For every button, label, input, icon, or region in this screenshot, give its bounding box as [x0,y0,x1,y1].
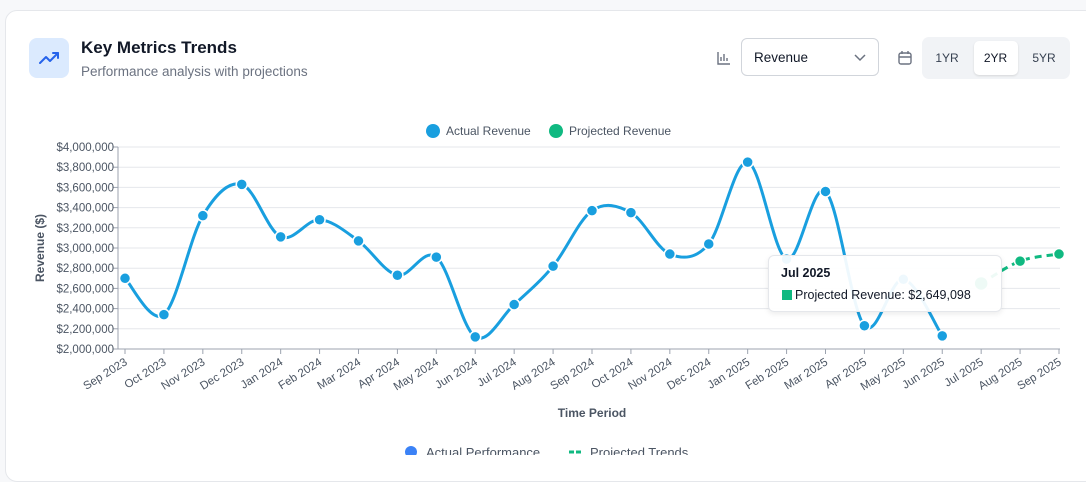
y-tick-label: $2,000,000 [56,344,114,356]
data-point [858,319,871,333]
y-tick-label: $3,000,000 [56,243,114,255]
x-tick-label: Jun 2024 [433,356,480,392]
y-tick-label: $3,600,000 [56,182,114,194]
data-point [624,206,638,219]
chevron [854,54,866,62]
metric-select[interactable]: Revenue [741,38,879,76]
title: Key Metrics Trends [81,38,237,57]
data-point [196,209,210,222]
y-tick-label: $3,200,000 [56,223,114,235]
metric-value: Revenue [754,50,809,65]
page: Key Metrics Trends Performance analysis … [5,10,1086,482]
data-point [819,185,832,198]
trend-icon [39,52,59,64]
data-point [235,178,248,191]
data-point [936,329,949,343]
legend-label: Projected Revenue [569,124,671,138]
calendar-icon [898,51,912,65]
metric-icon [717,52,730,65]
tooltip-text: Projected Revenue: $2,649,098 [795,288,971,302]
footer-label: Projected Trends [590,445,689,455]
subtitle: Performance analysis with projections [81,64,308,79]
data-point [663,247,677,261]
data-point [1052,247,1066,261]
y-axis-title: Revenue ($) [33,214,47,282]
data-point [391,269,404,282]
card [5,10,1086,482]
x-tick-label: Sep 2024 [548,356,597,393]
x-tick-label: Jun 2025 [900,356,946,391]
x-axis-title: Time Period [558,406,626,420]
x-tick-label: Dec 2023 [198,356,246,392]
data-point [352,234,365,248]
y-tick-label: $2,600,000 [56,283,114,295]
data-point [507,298,521,311]
y-tick-label: $2,400,000 [56,304,114,316]
tooltip-title: Jul 2025 [781,266,831,280]
range-group: 1YR 2YR 5YR [922,37,1070,79]
data-point [430,250,443,264]
tooltip: Jul 2025 Projected Revenue: $2,649,098 [768,255,1002,312]
legend-label: Actual Revenue [446,124,531,138]
footer-label: Actual Performance [426,445,540,455]
series-line [980,252,1060,285]
x-tick-label: Sep 2023 [81,356,129,392]
x-tick-label: Mar 2025 [783,356,831,392]
footer-marker [405,446,417,455]
x-tick-label: Dec 2024 [665,356,714,393]
data-point [585,204,599,217]
y-tick-label: $4,000,000 [56,142,114,154]
y-tick-label: $2,200,000 [56,324,114,336]
data-point [702,237,715,251]
header-icon [29,38,69,78]
data-point [118,272,132,285]
tooltip-swatch [782,290,792,300]
chart: $2,000,000 $2,200,000 $2,400,000 $2,600,000… [33,124,1066,455]
data-point [469,330,482,344]
x-tick-label: Mar 2024 [316,356,364,392]
y-tick-label: $3,400,000 [56,203,114,215]
legend-marker [549,124,563,138]
data-point [274,230,287,244]
x-tick-label: Feb 2025 [744,356,792,392]
data-point [157,308,171,321]
x-tick-label: May 2024 [392,356,442,393]
range-button[interactable]: 1YR [935,51,959,65]
range-button[interactable]: 2YR [973,41,1018,75]
data-point [313,213,326,226]
data-point [1013,254,1027,268]
range-button[interactable]: 5YR [1032,51,1056,65]
x-tick-label: Sep 2025 [1015,356,1063,392]
data-point [546,259,560,273]
y-tick-label: $2,800,000 [56,263,114,275]
legend-marker [426,124,440,138]
y-tick-label: $3,800,000 [56,162,114,174]
data-point [741,155,754,169]
